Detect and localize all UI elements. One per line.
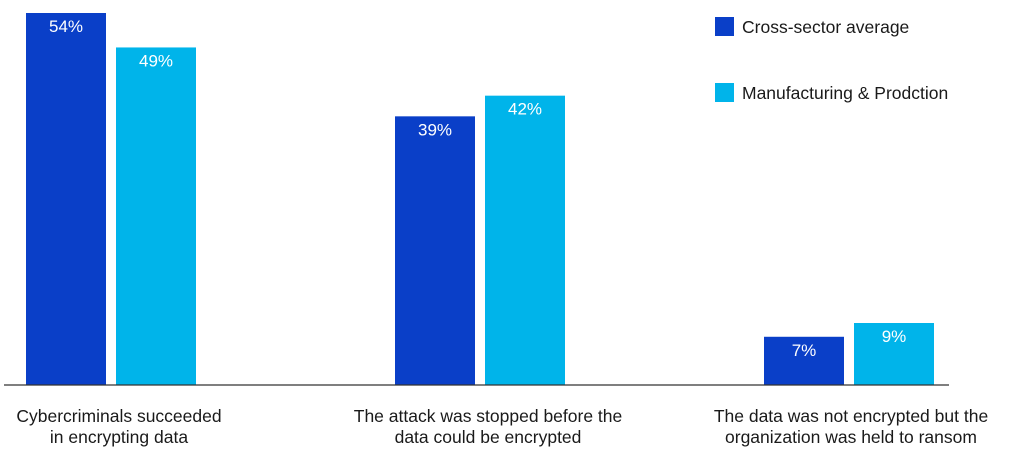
category-label-2: The attack was stopped before the data co… (354, 406, 623, 447)
bar-cross-sector-average-3 (764, 336, 844, 385)
bar-manufacturing-prodction-2 (485, 95, 565, 386)
data-label-manufacturing-prodction-1: 49% (139, 51, 173, 70)
data-label-manufacturing-prodction-2: 42% (508, 100, 542, 119)
category-label-3: The data was not encrypted but the organi… (714, 406, 988, 447)
category-label-line: The attack was stopped before the (354, 406, 623, 426)
data-label-cross-sector-average-2: 39% (418, 120, 452, 139)
bar-labels-group: 54% 49% 39% 42% 7% 9% (49, 17, 906, 360)
legend: Cross-sector average Manufacturing & Prod… (715, 17, 948, 103)
category-label-line: The data was not encrypted but the (714, 406, 988, 426)
category-label-line: in encrypting data (50, 427, 188, 447)
category-label-line: data could be encrypted (395, 427, 582, 447)
bar-cross-sector-average-2 (395, 116, 475, 385)
category-label-line: Cybercriminals succeeded (16, 406, 221, 426)
category-label-line: organization was held to ransom (725, 427, 977, 447)
legend-label-manufacturing-prodction: Manufacturing & Prodction (742, 83, 948, 103)
legend-swatch-manufacturing-prodction (715, 83, 734, 102)
category-label-1: Cybercriminals succeeded in encrypting da… (16, 406, 221, 447)
bar-manufacturing-prodction-1 (116, 47, 196, 385)
data-label-cross-sector-average-3: 7% (792, 341, 817, 360)
legend-label-cross-sector-average: Cross-sector average (742, 17, 909, 37)
data-label-cross-sector-average-1: 54% (49, 17, 83, 36)
bar-cross-sector-average-1 (26, 13, 106, 385)
bar-manufacturing-prodction-3 (854, 323, 934, 385)
data-label-manufacturing-prodction-3: 9% (882, 327, 907, 346)
legend-swatch-cross-sector-average (715, 17, 734, 36)
bars-group (26, 13, 934, 386)
category-labels-group: Cybercriminals succeeded in encrypting da… (16, 406, 988, 447)
